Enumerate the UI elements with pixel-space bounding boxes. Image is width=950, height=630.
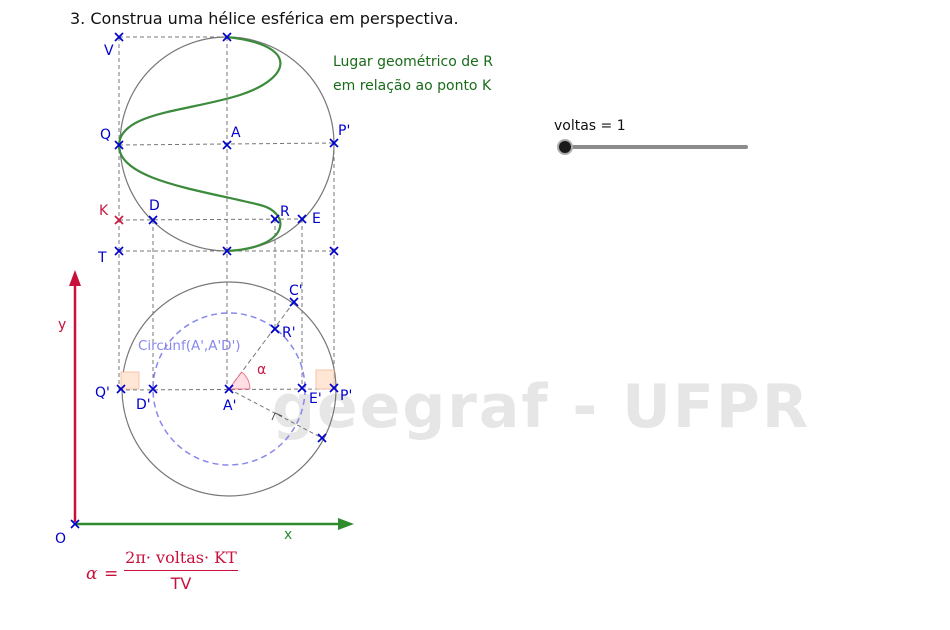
y-axis — [69, 270, 81, 522]
label-k: K — [99, 203, 109, 219]
y-axis-label: y — [58, 317, 66, 333]
label-a-prime: A' — [223, 398, 236, 414]
slider-label: voltas = 1 — [554, 118, 626, 134]
locus-caption: Lugar geométrico de R em relação ao pont… — [333, 50, 493, 98]
marker-r-prime[interactable] — [270, 324, 280, 334]
marker-d-prime[interactable] — [148, 384, 158, 394]
marker-p-prime[interactable] — [329, 138, 339, 148]
marker-v[interactable] — [114, 32, 124, 42]
locus-caption-line1: Lugar geométrico de R — [333, 54, 493, 70]
marker-r[interactable] — [270, 214, 280, 224]
marker-q[interactable] — [114, 140, 124, 150]
marker-e[interactable] — [297, 214, 307, 224]
marker-t[interactable] — [114, 246, 124, 256]
label-p-prime-bottom: P' — [340, 388, 352, 404]
marker-a[interactable] — [222, 140, 232, 150]
formula-numerator: 2π· voltas· KT — [125, 548, 237, 567]
circle-label: Circunf(A',A'D') — [138, 338, 241, 354]
marker-a-prime[interactable] — [224, 384, 234, 394]
marker-q-prime[interactable] — [116, 384, 126, 394]
label-p-prime: P' — [338, 123, 350, 139]
label-r-prime: R' — [282, 325, 296, 341]
formula-fraction: 2π· voltas· KT TV — [124, 548, 238, 593]
formula-bar — [124, 570, 238, 571]
line-k — [118, 218, 303, 221]
label-q: Q — [100, 127, 111, 143]
marker-t-right[interactable] — [329, 246, 339, 256]
point-labels: V Q A P' K D R E T C' R' Q' D' A' E' P' — [95, 43, 352, 414]
marker-top[interactable] — [222, 32, 232, 42]
right-angle-mark-left — [120, 371, 140, 390]
x-axis — [75, 518, 354, 530]
label-t: T — [97, 250, 107, 266]
label-r: R — [280, 204, 290, 220]
angle-alpha-wedge — [228, 371, 251, 390]
inner-dashed-circle — [152, 312, 306, 466]
right-angle-mark-right — [315, 369, 335, 390]
marker-k[interactable] — [114, 215, 124, 225]
locus-caption-line2: em relação ao ponto K — [333, 78, 492, 94]
marker-e-prime[interactable] — [297, 383, 307, 393]
marker-c-lower[interactable] — [317, 433, 327, 443]
formula-denominator: TV — [170, 574, 192, 593]
voltas-slider-knob[interactable] — [557, 139, 573, 155]
label-c-prime: C' — [289, 283, 303, 299]
marker-c-prime[interactable] — [289, 297, 299, 307]
voltas-slider-track[interactable] — [564, 145, 748, 149]
right-angle-small-mark — [271, 412, 283, 421]
label-d: D — [149, 198, 160, 214]
marker-bottom-of-sphere[interactable] — [222, 246, 232, 256]
x-axis-label: x — [284, 527, 292, 543]
label-e-prime: E' — [309, 391, 322, 407]
label-e: E — [312, 211, 321, 227]
origin-label: O — [55, 531, 66, 547]
label-a: A — [231, 125, 241, 141]
formula-equals: = — [104, 564, 119, 584]
angle-label: α — [257, 362, 266, 378]
marker-p-prime-bottom[interactable] — [329, 383, 339, 393]
construction-lines — [118, 36, 335, 439]
marker-origin[interactable] — [70, 519, 80, 529]
formula-lhs: α — [86, 564, 98, 584]
marker-d[interactable] — [148, 215, 158, 225]
label-q-prime: Q' — [95, 385, 110, 401]
watermark: geegraf - UFPR — [272, 372, 811, 442]
label-v: V — [104, 43, 114, 59]
label-d-prime: D' — [136, 397, 151, 413]
title: 3. Construa uma hélice esférica em persp… — [70, 9, 459, 28]
